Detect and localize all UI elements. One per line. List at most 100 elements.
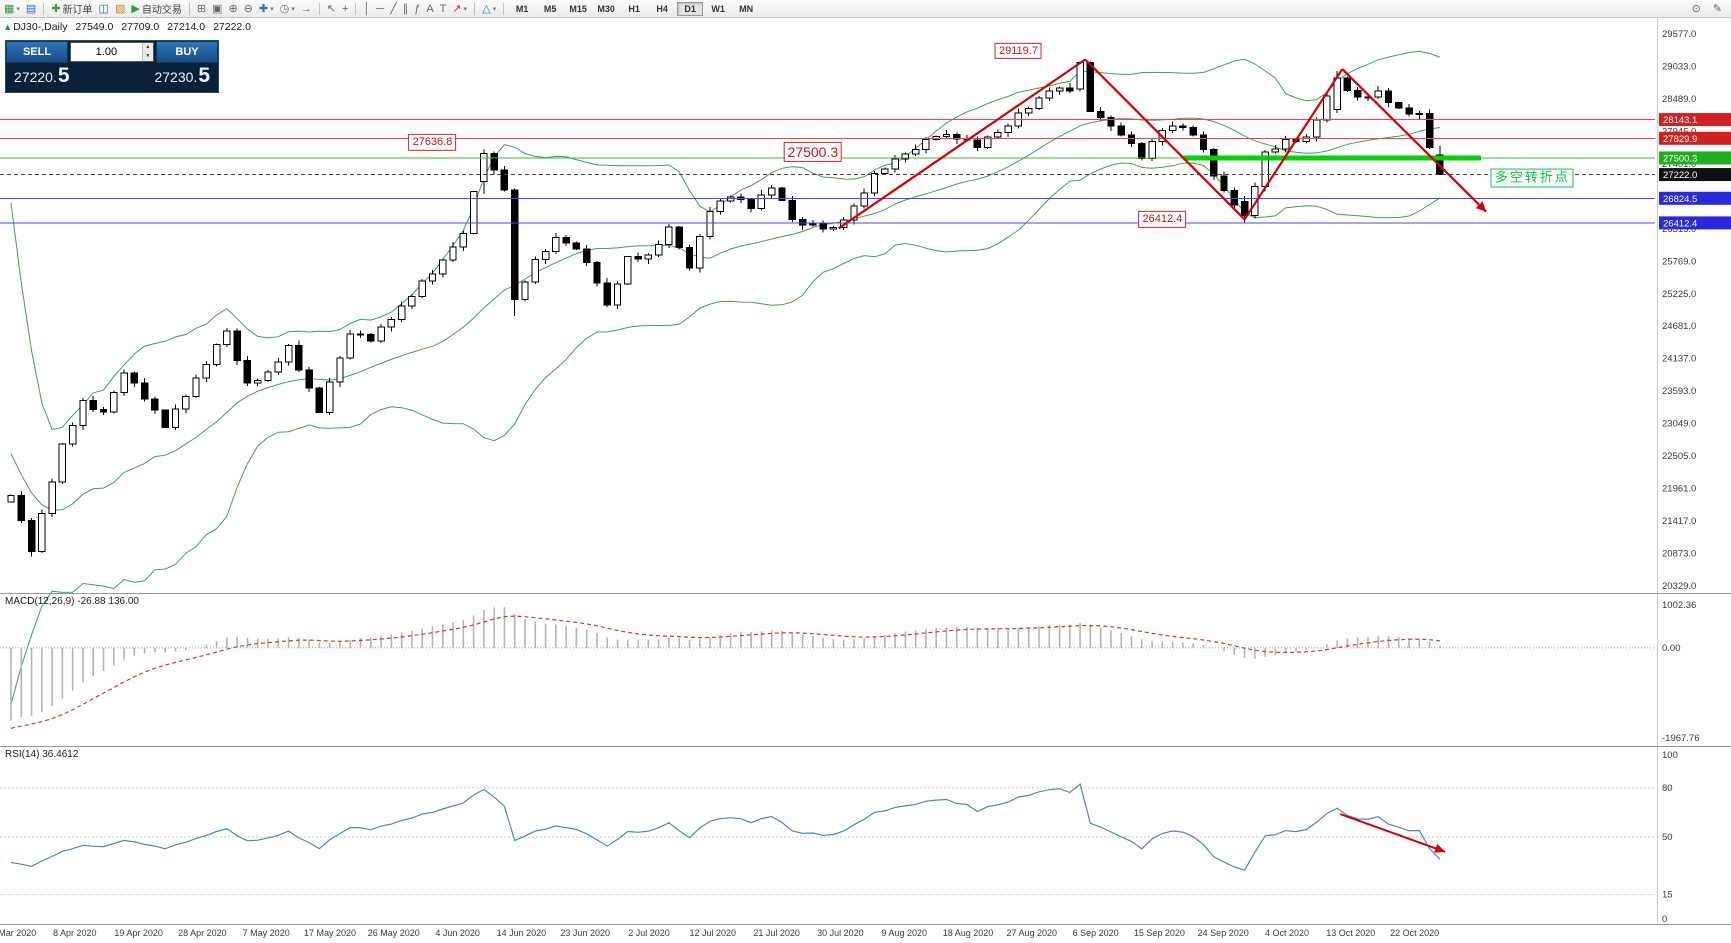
sell-price: 27220.5 (14, 64, 70, 88)
price-axis-label: 24681.0 (1662, 321, 1696, 332)
volume-spinner: ▲ ▼ (141, 43, 153, 61)
volume-field: ▲ ▼ (70, 42, 154, 62)
new-chart-button[interactable]: ▦ ▾ (1, 1, 23, 17)
timeframe-button-W1[interactable]: W1 (711, 3, 725, 14)
price-axis[interactable]: 20329.0 20873.0 21417.0 21961.0 22505.0 23049… (1657, 18, 1731, 924)
date-label: 15 Sep 2020 (1134, 928, 1185, 938)
price-badge (1659, 131, 1731, 145)
date-label: 2 Jul 2020 (628, 928, 670, 938)
add-indicator-button[interactable]: ✚ ▾ (256, 1, 277, 17)
price-badge (1659, 191, 1731, 205)
volume-up-button[interactable]: ▲ (141, 43, 153, 52)
volume-input[interactable] (71, 43, 142, 61)
chart-icon: ▴ (5, 21, 11, 33)
text-tool-button[interactable]: A (423, 1, 436, 17)
macd-axis-label: 0.00 (1662, 643, 1681, 654)
search-button[interactable]: ⊙ (1689, 1, 1704, 17)
auto-trading-play-icon: ▶ (131, 2, 140, 15)
buy-price: 27230.5 (154, 64, 210, 88)
toolbar-separator (355, 2, 357, 15)
strategy-tester-button[interactable]: ▧ (112, 1, 128, 17)
vertical-line-tool-button[interactable]: │ (360, 1, 373, 17)
timeframe-button-D1[interactable]: D1 (677, 1, 704, 16)
price-axis-label: 23593.0 (1662, 386, 1696, 397)
macd-axis-label: -1967.76 (1662, 733, 1700, 744)
date-axis[interactable]: 30 Mar 2020 8 Apr 2020 19 Apr 2020 28 Apr 2… (0, 928, 1439, 938)
crosshair-tool-button[interactable]: + (339, 1, 351, 17)
label-tool-icon: T (439, 2, 447, 15)
period-button[interactable]: ◷ ▾ (277, 1, 298, 17)
shapes-tool-button[interactable]: △ ▾ (479, 1, 499, 17)
buy-button[interactable]: BUY (156, 41, 218, 63)
price-axis-label: 25769.0 (1662, 256, 1696, 267)
cascade-windows-button[interactable]: ⊞ (194, 1, 209, 17)
auto-trading-button[interactable]: ▶ 自动交易 (128, 1, 184, 17)
date-label: 13 Oct 2020 (1326, 928, 1375, 938)
cursor-tool-button[interactable]: ↖ (324, 1, 339, 17)
text-tool-icon: A (426, 2, 434, 15)
fibonacci-tool-button[interactable]: ƒ (411, 1, 423, 17)
auto-trading-label: 自动交易 (141, 5, 182, 16)
price-axis-label: 28489.0 (1662, 94, 1696, 105)
channel-tool-button[interactable]: ∥ (400, 1, 412, 17)
chart-shift-icon: → (300, 2, 312, 15)
annotation-27500-label[interactable]: 27500.3 (783, 141, 843, 163)
label-tool-button[interactable]: T (437, 1, 450, 17)
timeframe-button-M15[interactable]: M15 (569, 3, 587, 14)
price-badge-label: 27829.9 (1663, 134, 1697, 145)
macd-panel: 1002.36 0.00 -1967.76 (0, 600, 1700, 744)
annotation-27636-label[interactable]: 27636.8 (408, 134, 457, 151)
arrows-tool-button[interactable]: ↗ ▾ (449, 1, 470, 17)
arrows-tool-icon: ↗ (452, 2, 462, 15)
date-label: 24 Sep 2020 (1198, 928, 1249, 938)
date-label: 7 May 2020 (243, 928, 290, 938)
timeframe-button-H1[interactable]: H1 (628, 3, 640, 14)
tile-windows-button[interactable]: ▣ (209, 1, 225, 17)
edit-icon: ✎ (1712, 2, 1722, 15)
symbol-name: DJ30-,Daily (13, 21, 68, 33)
cascade-windows-icon: ⊞ (196, 2, 207, 15)
zoom-out-icon: ⊖ (243, 2, 253, 15)
price-badge-label: 27500.3 (1663, 153, 1697, 164)
horizontal-line-tool-button[interactable]: ─ (373, 1, 387, 17)
rsi-value: 36.4612 (42, 749, 79, 760)
date-label: 6 Sep 2020 (1073, 928, 1119, 938)
timeframe-button-MN[interactable]: MN (739, 3, 754, 14)
fibonacci-icon: ƒ (414, 2, 421, 15)
annotation-26412-label[interactable]: 26412.4 (1138, 211, 1187, 228)
volume-down-button[interactable]: ▼ (141, 52, 153, 61)
chart-window-button[interactable]: ◫ (96, 1, 112, 17)
timeframe-button-H4[interactable]: H4 (656, 3, 668, 14)
macd-name: MACD(12,26,9) (5, 596, 75, 607)
zoom-out-button[interactable]: ⊖ (241, 1, 256, 17)
edit-button[interactable]: ✎ (1710, 1, 1725, 17)
profiles-button[interactable]: ▤ (23, 1, 39, 17)
new-order-button[interactable]: ✚ 新订单 (48, 1, 95, 17)
price-badge-label: 26412.4 (1663, 218, 1697, 229)
chart-shift-button[interactable]: → (298, 1, 315, 17)
macd-indicator-label: MACD(12,26,9) -26.88 136.00 (5, 596, 139, 607)
sell-button[interactable]: SELL (6, 41, 68, 63)
date-label: 17 May 2020 (304, 928, 356, 938)
trend-arrows[interactable] (837, 58, 1487, 230)
rsi-axis-label: 15 (1662, 889, 1673, 900)
panel-separators[interactable] (0, 593, 1731, 925)
search-icon: ⊙ (1691, 2, 1701, 15)
timeframe-button-M30[interactable]: M30 (597, 3, 615, 14)
annotation-29119-label[interactable]: 29119.7 (994, 42, 1042, 60)
trendline-tool-button[interactable]: ╱ (387, 1, 400, 17)
annotation-turning-point-label[interactable]: 多空转折点 (1490, 168, 1574, 188)
macd-values: -26.88 136.00 (77, 596, 139, 607)
open-value: 27549.0 (75, 21, 114, 33)
price-axis-label: 22505.0 (1662, 451, 1696, 462)
zoom-in-button[interactable]: ⊕ (225, 1, 240, 17)
price-badge-label: 27222.0 (1663, 170, 1697, 181)
high-value: 27709.0 (121, 21, 160, 33)
price-badge (1659, 168, 1731, 182)
chart-canvas[interactable]: 20329.0 20873.0 21417.0 21961.0 22505.0 23049… (0, 18, 1731, 943)
add-indicator-icon: ✚ (258, 2, 269, 15)
timeframe-button-M1[interactable]: M1 (515, 3, 529, 14)
date-label: 23 Jun 2020 (560, 928, 610, 938)
timeframe-button-M5[interactable]: M5 (543, 3, 557, 14)
clock-icon: ◷ (279, 2, 290, 15)
